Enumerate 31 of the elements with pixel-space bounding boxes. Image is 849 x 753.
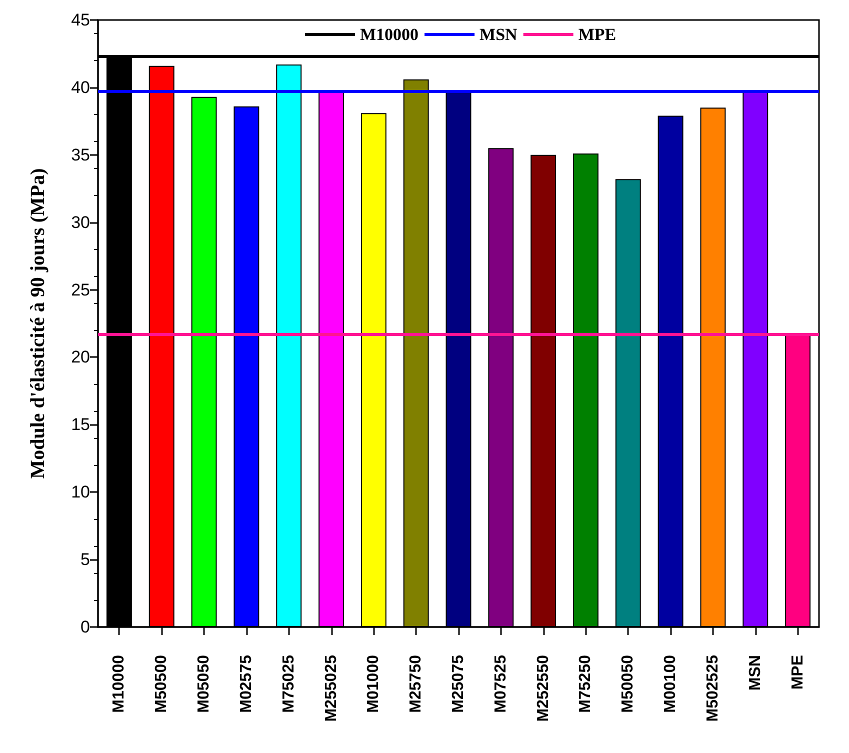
x-tick-label: M502525: [704, 654, 722, 722]
x-tick-label: M25075: [450, 654, 467, 713]
y-tick-label: 15: [71, 415, 90, 434]
x-tick-label: M75025: [280, 654, 298, 713]
x-tick-label: M01000: [365, 654, 382, 713]
x-tick-label: M75250: [577, 654, 594, 713]
x-tick-label: M252550: [534, 654, 552, 722]
x-tick-label: M05050: [196, 654, 213, 713]
x-tick-label: M02575: [238, 654, 255, 713]
y-tick-label: 40: [71, 78, 90, 97]
y-tick-label: 0: [80, 618, 90, 636]
x-tick-label: M10000: [110, 654, 128, 713]
x-tick-label: M50500: [153, 654, 170, 713]
x-tick-label: M255025: [322, 654, 340, 722]
y-axis-title: Module d'élasticité à 90 jours (MPa): [27, 168, 49, 479]
x-tick-label: M00100: [662, 654, 680, 713]
x-tick-label: MPE: [789, 654, 806, 690]
x-tick-label: M50050: [620, 654, 637, 713]
y-tick-label: 10: [71, 482, 90, 502]
x-tick-label: M25750: [408, 654, 425, 713]
y-tick-label: 25: [71, 280, 90, 300]
x-tick-label: MSN: [746, 655, 764, 691]
legend-label: M10000: [360, 25, 419, 44]
y-tick-label: 30: [71, 212, 90, 232]
legend-label: MSN: [480, 25, 518, 44]
legend-label: MPE: [578, 25, 616, 44]
y-tick-label: 5: [80, 550, 90, 570]
y-tick-label: 35: [71, 145, 90, 164]
y-tick-label: 20: [71, 348, 90, 367]
x-tick-label: M07525: [492, 654, 510, 713]
y-tick-label: 45: [71, 10, 90, 30]
